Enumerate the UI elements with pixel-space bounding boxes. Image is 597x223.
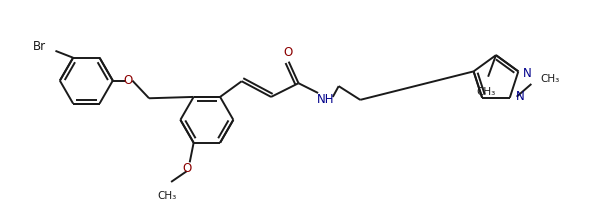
Text: CH₃: CH₃ xyxy=(540,74,559,84)
Text: O: O xyxy=(182,162,192,175)
Text: O: O xyxy=(124,74,133,87)
Text: N: N xyxy=(516,90,524,103)
Text: O: O xyxy=(283,46,293,59)
Text: CH₃: CH₃ xyxy=(476,87,496,97)
Text: Br: Br xyxy=(32,40,45,54)
Text: N: N xyxy=(523,67,532,80)
Text: CH₃: CH₃ xyxy=(158,191,177,201)
Text: NH: NH xyxy=(317,93,335,106)
